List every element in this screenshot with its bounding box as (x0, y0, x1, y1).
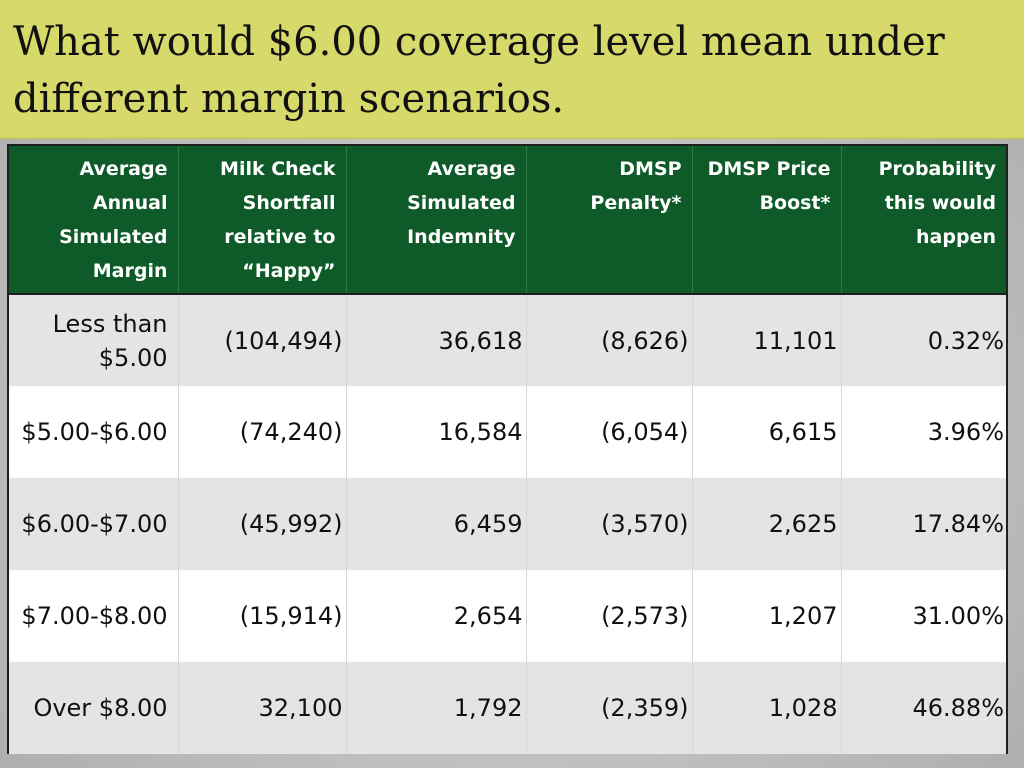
indemnity-cell: 6,459 (346, 478, 527, 570)
table-row: $5.00-$6.00 (74,240) 16,584 (6,054) 6,61… (9, 386, 1006, 478)
shortfall-cell: (104,494) (178, 294, 347, 386)
dmsp-price-boost-cell: 1,028 (692, 662, 842, 754)
dmsp-penalty-cell: (3,570) (526, 478, 693, 570)
header-average-annual-simulated-margin: Average Annual Simulated Margin (9, 146, 179, 295)
probability-cell: 46.88% (841, 662, 1006, 754)
dmsp-penalty-cell: (6,054) (526, 386, 693, 478)
table-row: $7.00-$8.00 (15,914) 2,654 (2,573) 1,207… (9, 570, 1006, 662)
header-probability: Probability this would happen (841, 146, 1006, 295)
table-row: Less than $5.00 (104,494) 36,618 (8,626)… (9, 294, 1006, 386)
table-row: Over $8.00 32,100 1,792 (2,359) 1,028 46… (9, 662, 1006, 754)
dmsp-price-boost-cell: 6,615 (692, 386, 842, 478)
shortfall-cell: 32,100 (178, 662, 347, 754)
indemnity-cell: 16,584 (346, 386, 527, 478)
shortfall-cell: (45,992) (178, 478, 347, 570)
margin-scenarios-table: Average Annual Simulated Margin Milk Che… (7, 144, 1008, 754)
indemnity-cell: 1,792 (346, 662, 527, 754)
dmsp-penalty-cell: (8,626) (526, 294, 693, 386)
slide-title: What would $6.00 coverage level mean und… (13, 19, 945, 122)
margin-range-cell: Over $8.00 (9, 662, 179, 754)
header-dmsp-price-boost: DMSP Price Boost* (692, 146, 842, 295)
indemnity-cell: 2,654 (346, 570, 527, 662)
indemnity-cell: 36,618 (346, 294, 527, 386)
title-band: What would $6.00 coverage level mean und… (0, 0, 1024, 139)
dmsp-price-boost-cell: 11,101 (692, 294, 842, 386)
dmsp-price-boost-cell: 2,625 (692, 478, 842, 570)
margin-range-cell: $7.00-$8.00 (9, 570, 179, 662)
table-row: $6.00-$7.00 (45,992) 6,459 (3,570) 2,625… (9, 478, 1006, 570)
margin-range-cell: Less than $5.00 (9, 294, 179, 386)
probability-cell: 17.84% (841, 478, 1006, 570)
header-milk-check-shortfall: Milk Check Shortfall relative to “Happy” (178, 146, 347, 295)
header-average-simulated-indemnity: Average Simulated Indemnity (346, 146, 527, 295)
margin-range-cell: $5.00-$6.00 (9, 386, 179, 478)
dmsp-penalty-cell: (2,573) (526, 570, 693, 662)
table-header-row: Average Annual Simulated Margin Milk Che… (9, 146, 1006, 295)
probability-cell: 0.32% (841, 294, 1006, 386)
data-table: Average Annual Simulated Margin Milk Che… (9, 146, 1006, 754)
probability-cell: 3.96% (841, 386, 1006, 478)
header-dmsp-penalty: DMSP Penalty* (526, 146, 693, 295)
shortfall-cell: (15,914) (178, 570, 347, 662)
shortfall-cell: (74,240) (178, 386, 347, 478)
dmsp-price-boost-cell: 1,207 (692, 570, 842, 662)
probability-cell: 31.00% (841, 570, 1006, 662)
margin-range-cell: $6.00-$7.00 (9, 478, 179, 570)
dmsp-penalty-cell: (2,359) (526, 662, 693, 754)
